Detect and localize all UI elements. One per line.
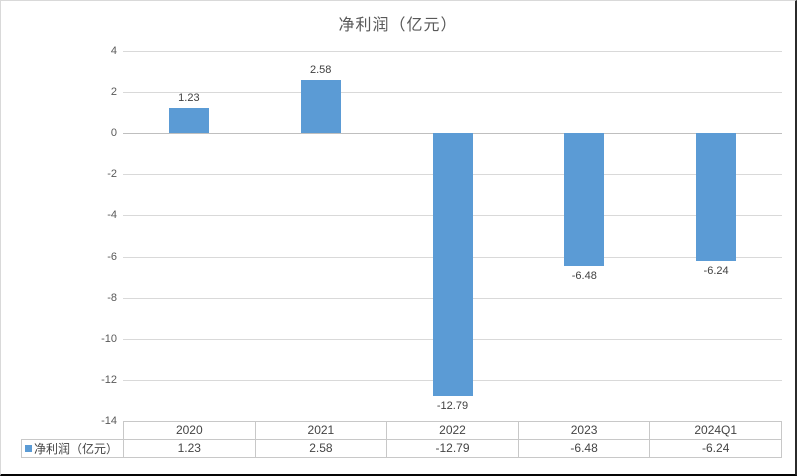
table-value-cell: 2.58 — [255, 440, 388, 458]
y-axis-tick-label: -6 — [107, 250, 117, 263]
data-table: 2020 2021 2022 2023 2024Q1 1.23 2.58 -12.79 -6.4… — [123, 421, 782, 458]
bar-2023 — [564, 133, 605, 267]
bar-2024Q1 — [696, 133, 737, 262]
bar-2021 — [300, 80, 341, 134]
table-header-cell: 2022 — [387, 422, 519, 440]
chart-title: 净利润（亿元） — [338, 17, 458, 34]
y-axis-tick-label: 0 — [110, 127, 117, 140]
y-axis-tick-label: 4 — [110, 45, 117, 57]
legend-cell: 净利润（亿元） — [21, 439, 123, 458]
plot-area: 1.23 2.58 -12.79 -6.48 -6.24 — [123, 51, 782, 421]
table-header-cell: 2023 — [518, 422, 651, 440]
legend-swatch-icon — [25, 445, 32, 452]
data-label-2023: -6.48 — [571, 270, 597, 283]
gridline — [123, 92, 782, 94]
table-value-cell: -6.24 — [650, 440, 782, 458]
y-axis-tick-label: -8 — [107, 291, 117, 304]
table-value-cell: 1.23 — [124, 440, 256, 458]
table-header-cell: 2024Q1 — [650, 422, 782, 440]
y-axis-tick-label: -2 — [107, 168, 117, 181]
table-header-cell: 2020 — [124, 422, 256, 440]
data-label-2022: -12.79 — [436, 400, 469, 413]
y-axis-tick-label: -4 — [107, 209, 117, 222]
y-axis-tick-label: -12 — [101, 373, 117, 386]
data-label-2020: 1.23 — [178, 91, 200, 104]
table-value-cell: -12.79 — [387, 440, 519, 458]
data-label-2021: 2.58 — [309, 64, 332, 77]
y-axis-tick-label: -14 — [101, 415, 117, 427]
y-axis-tick-label: -10 — [101, 332, 117, 345]
gridline — [123, 51, 782, 52]
table-value-cell: -6.48 — [518, 440, 651, 458]
table-header-cell: 2021 — [255, 422, 388, 440]
y-axis-tick-label: 2 — [110, 86, 117, 99]
data-label-2024Q1: -6.24 — [703, 265, 729, 278]
bar-2022 — [432, 133, 473, 397]
bar-2020 — [168, 107, 209, 134]
legend-label: 净利润（亿元） — [34, 442, 119, 456]
